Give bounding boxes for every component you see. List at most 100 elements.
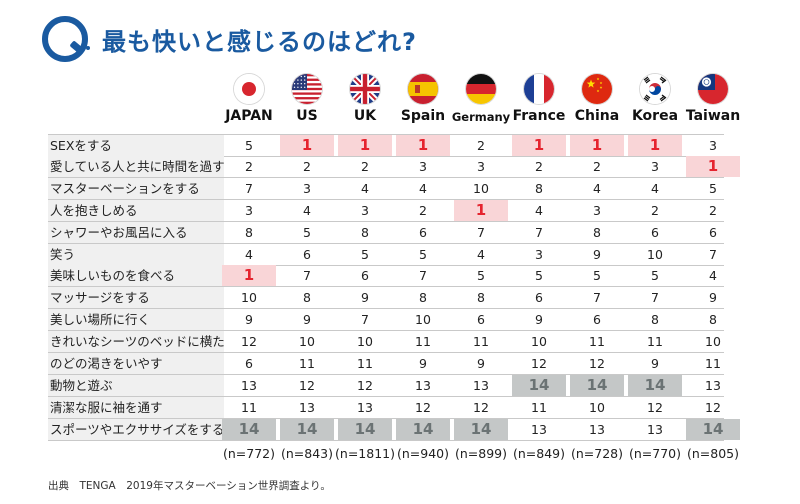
rank-cell: 11 xyxy=(241,399,257,415)
rank-cell: 9 xyxy=(593,246,601,262)
rank-cell: 6 xyxy=(303,246,311,262)
rank-cell: 8 xyxy=(709,312,717,328)
activity-label: SEXをする xyxy=(48,135,224,156)
source-note: 出典 TENGA 2019年マスターベーション世界調査より。 xyxy=(48,480,331,492)
rank-cell: 8 xyxy=(245,224,253,240)
rank-cell: 2 xyxy=(709,202,717,218)
country-name: Taiwan xyxy=(685,108,741,124)
rank-cell: 3 xyxy=(651,158,659,174)
rank-cell: 8 xyxy=(535,180,543,196)
rank-cell: 12 xyxy=(299,377,315,393)
column-header-korea: Korea xyxy=(625,74,685,128)
rank-cell: 9 xyxy=(419,356,427,371)
rank-cell: 7 xyxy=(593,290,601,306)
rank-cell: 5 xyxy=(651,268,659,284)
rank-cell: 2 xyxy=(419,202,427,218)
sample-size: (n=849) xyxy=(512,446,565,461)
rank-cell: 9 xyxy=(477,356,485,371)
rank-cell: 7 xyxy=(361,312,369,328)
japan-flag-icon xyxy=(234,74,264,104)
korea-flag-icon xyxy=(640,74,670,104)
rank-cell: 14 xyxy=(686,418,740,440)
rank-cell: 7 xyxy=(419,268,427,284)
rank-cell: 1 xyxy=(570,135,624,156)
rank-cell: 7 xyxy=(303,268,311,284)
us-flag-icon xyxy=(292,74,322,104)
table-row: SEXをする 5 1 1 1 2 1 1 1 3 xyxy=(48,134,724,157)
rank-cell: 2 xyxy=(303,158,311,174)
country-name: Germany xyxy=(451,110,511,124)
rank-cell: 10 xyxy=(647,246,663,262)
rank-cell: 5 xyxy=(593,268,601,284)
country-name: Spain xyxy=(400,108,446,124)
q-logo-icon xyxy=(42,16,90,62)
rank-cell: 7 xyxy=(535,224,543,240)
rank-cell: 9 xyxy=(709,290,717,306)
column-header-france: France xyxy=(509,74,569,128)
rank-cell: 2 xyxy=(477,138,485,153)
rank-cell: 2 xyxy=(245,158,253,174)
rank-cell: 4 xyxy=(709,268,717,284)
sample-size: (n=940) xyxy=(396,446,449,461)
rank-cell: 4 xyxy=(245,246,253,262)
rank-cell: 8 xyxy=(361,224,369,240)
activity-label: 動物と遊ぶ xyxy=(48,374,224,396)
rank-cell: 3 xyxy=(593,202,601,218)
rank-cell: 9 xyxy=(361,290,369,306)
spain-flag-icon xyxy=(408,74,438,104)
rank-cell: 11 xyxy=(647,334,663,350)
rank-cell: 12 xyxy=(589,356,605,371)
rank-cell: 7 xyxy=(477,224,485,240)
rank-cell: 10 xyxy=(473,180,489,196)
rank-cell: 13 xyxy=(705,377,721,393)
rank-cell: 11 xyxy=(589,334,605,350)
rank-cell: 2 xyxy=(535,158,543,174)
activity-label: 美しい場所に行く xyxy=(48,309,224,331)
rank-cell: 6 xyxy=(709,224,717,240)
column-header-taiwan: Taiwan xyxy=(683,74,743,128)
country-name: France xyxy=(512,108,566,124)
rank-cell: 6 xyxy=(477,312,485,328)
china-flag-icon xyxy=(582,74,612,104)
sample-size: (n=770) xyxy=(628,446,681,461)
france-flag-icon xyxy=(524,74,554,104)
rank-cell: 8 xyxy=(303,290,311,306)
rank-cell: 12 xyxy=(415,399,431,415)
country-name: China xyxy=(574,108,620,124)
rank-cell: 6 xyxy=(419,224,427,240)
activity-label: きれいなシーツのベッドに横たわる xyxy=(48,331,224,353)
rank-cell: 1 xyxy=(686,155,740,177)
rank-cell: 14 xyxy=(512,374,566,396)
country-name: JAPAN xyxy=(225,108,273,124)
rank-cell: 11 xyxy=(299,356,315,371)
country-name: US xyxy=(296,108,318,124)
table-row: 笑う 4 6 5 5 4 3 9 10 7 xyxy=(48,243,724,266)
rank-cell: 9 xyxy=(535,312,543,328)
activity-label: シャワーやお風呂に入る xyxy=(48,221,224,243)
germany-flag-icon xyxy=(466,74,496,104)
rank-cell: 3 xyxy=(709,138,717,153)
rank-cell: 10 xyxy=(531,334,547,350)
rank-cell: 8 xyxy=(477,290,485,306)
rank-cell: 9 xyxy=(303,312,311,328)
rank-cell: 14 xyxy=(338,418,392,440)
rank-cell: 4 xyxy=(535,202,543,218)
rank-cell: 14 xyxy=(280,418,334,440)
rank-cell: 13 xyxy=(473,377,489,393)
activity-label: スポーツやエクササイズをする xyxy=(48,418,224,440)
rank-cell: 6 xyxy=(535,290,543,306)
table-row: 人を抱きしめる 3 4 3 2 1 4 3 2 2 xyxy=(48,199,724,222)
rank-cell: 4 xyxy=(419,180,427,196)
rank-cell: 12 xyxy=(531,356,547,371)
rank-cell: 5 xyxy=(709,180,717,196)
rank-cell: 4 xyxy=(651,180,659,196)
sample-size: (n=899) xyxy=(454,446,507,461)
activity-label: 美味しいものを食べる xyxy=(48,265,224,287)
rank-cell: 5 xyxy=(535,268,543,284)
rank-cell: 2 xyxy=(361,158,369,174)
rank-cell: 14 xyxy=(570,374,624,396)
rank-cell: 11 xyxy=(705,356,721,371)
rank-cell: 4 xyxy=(361,180,369,196)
country-name: Korea xyxy=(631,108,679,124)
rank-cell: 4 xyxy=(303,202,311,218)
